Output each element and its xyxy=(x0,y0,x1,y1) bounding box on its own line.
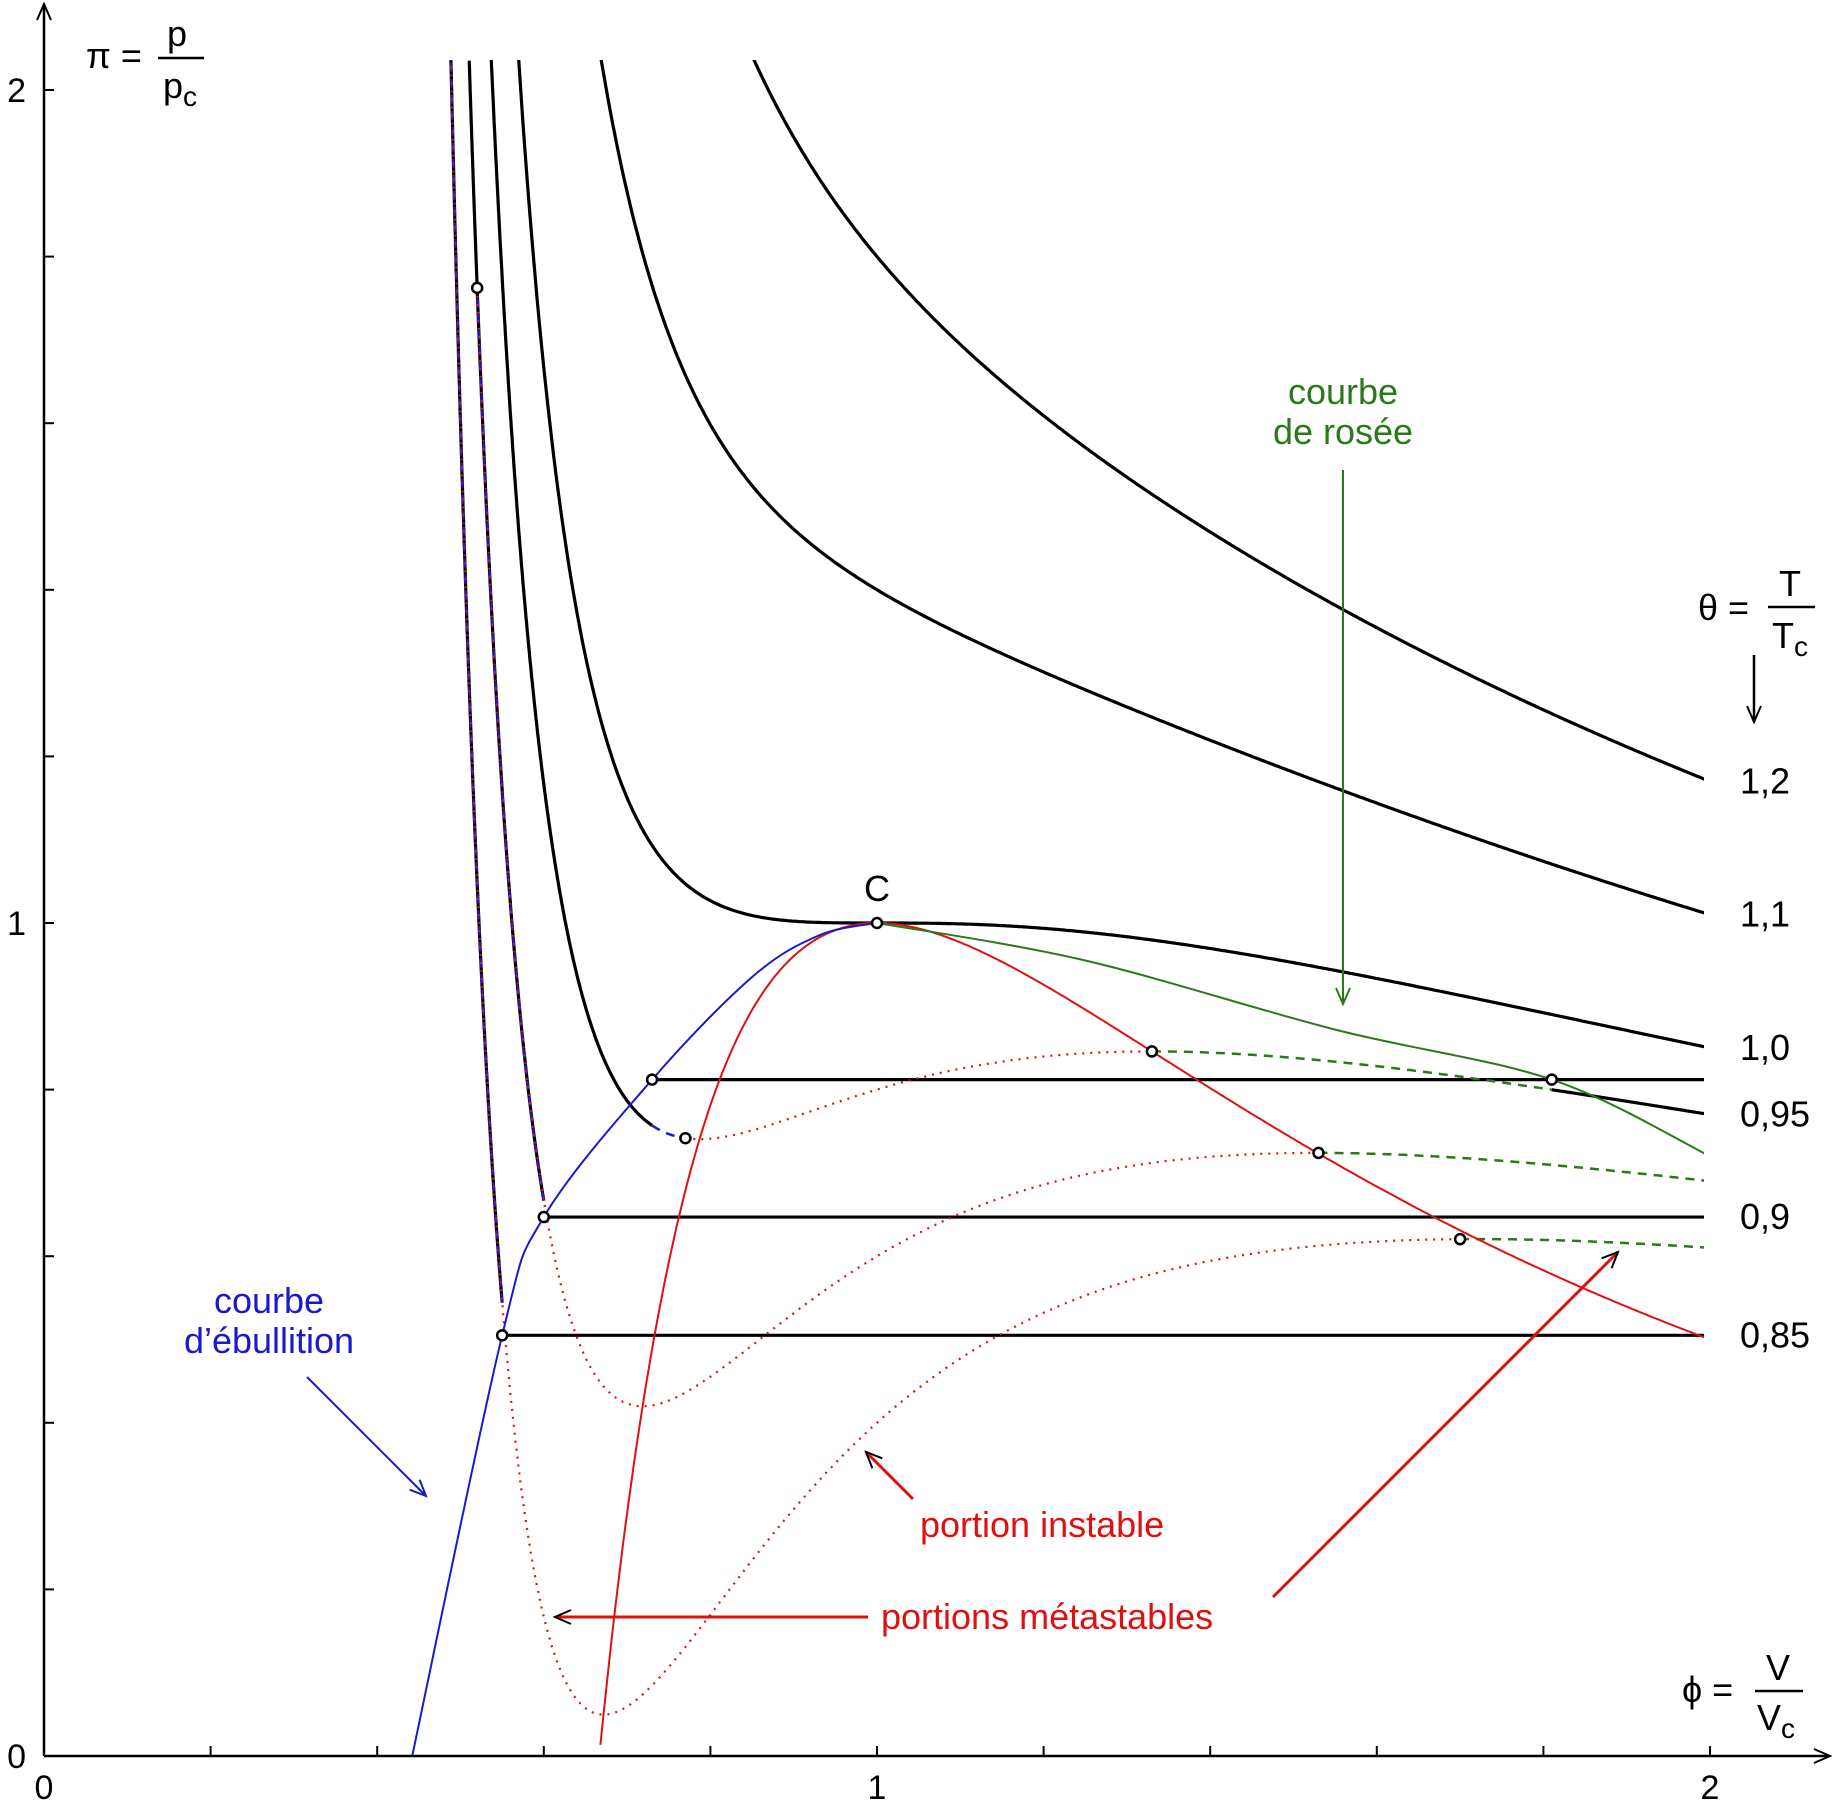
isotherm-0-95-unstable xyxy=(685,1050,1152,1141)
isotherm-0-95-metastable-gas xyxy=(1151,1050,1552,1091)
metastable-label: portions métastables xyxy=(881,1596,1213,1637)
y-axis-denominator: pc xyxy=(163,65,197,112)
y-tick-label: 0 xyxy=(7,1738,26,1776)
isotherm-0-95-point xyxy=(645,1073,659,1086)
isotherm-1 xyxy=(517,60,1704,1049)
isotherm-0-85-point xyxy=(1453,1232,1467,1246)
y-tick-label: 1 xyxy=(7,905,26,943)
theta-numerator: T xyxy=(1779,563,1801,604)
isotherm-1-2-label: 1,2 xyxy=(1740,760,1790,801)
isotherm-0-9-unstable xyxy=(476,287,1319,1408)
y-axis-label: π = p pc xyxy=(86,13,204,112)
isotherm-1-label: 1,0 xyxy=(1740,1027,1790,1068)
isotherm-0-95-gas xyxy=(1551,1088,1704,1116)
critical-point-label: C xyxy=(864,868,890,909)
isotherm-0-85-point xyxy=(495,1329,509,1342)
metastable-arrow-right xyxy=(1271,1252,1618,1599)
boiling-label-line2: d’ébullition xyxy=(184,1320,354,1361)
curve-layer xyxy=(411,60,1704,1757)
boiling-annotation: courbe d’ébullition xyxy=(184,1280,426,1496)
x-axis-label: ϕ = V Vc xyxy=(1682,1647,1803,1744)
x-tick-label: 0 xyxy=(35,1769,54,1807)
dew-label-line1: courbe xyxy=(1288,371,1398,412)
x-axis-numerator: V xyxy=(1766,1647,1790,1688)
dew-curve xyxy=(876,922,1704,1155)
x-tick-label: 2 xyxy=(1701,1769,1720,1807)
x-axis-symbol: ϕ = xyxy=(1682,1669,1733,1710)
isotherm-layer xyxy=(449,60,1704,1337)
isotherm-1-1-label: 1,1 xyxy=(1740,894,1790,935)
dew-annotation: courbe de rosée xyxy=(1273,371,1413,1004)
y-axis-symbol: π = xyxy=(86,35,142,76)
isotherm-0-95-point xyxy=(679,1131,692,1145)
x-axis-denominator: Vc xyxy=(1757,1697,1795,1744)
isotherm-0-95-liquid xyxy=(489,60,653,1127)
isotherm-0-9-point xyxy=(1312,1146,1325,1160)
isotherm-0-85-unstable xyxy=(449,60,1461,1716)
isotherm-0-95-metastable-liquid xyxy=(651,1124,686,1140)
axes xyxy=(44,4,1830,1756)
point-layer xyxy=(470,281,1558,1342)
boiling-arrow xyxy=(306,1376,426,1496)
unstable-label: portion instable xyxy=(920,1504,1164,1545)
metastable-annotation: portions métastables xyxy=(555,1252,1618,1637)
y-tick-label: 2 xyxy=(7,72,26,110)
isotherm-0-9-label: 0,9 xyxy=(1740,1196,1790,1237)
boiling-curve xyxy=(411,922,878,1757)
isotherm-0-9-point xyxy=(537,1210,551,1224)
isotherm-0-85-metastable-gas xyxy=(1460,1237,1704,1249)
y-axis-numerator: p xyxy=(167,13,187,54)
isotherm-0-95-point xyxy=(1545,1073,1558,1086)
dew-label-line2: de rosée xyxy=(1273,411,1413,452)
theta-denominator: Tc xyxy=(1772,615,1808,662)
isotherm-0-9-point xyxy=(470,281,484,295)
x-tick-label: 1 xyxy=(868,1769,887,1807)
isotherm-1-2 xyxy=(752,60,1704,781)
boiling-label-line1: courbe xyxy=(214,1280,324,1321)
isotherm-0-95-point xyxy=(1145,1045,1159,1058)
tick-layer xyxy=(44,89,1711,1756)
isotherm-1-1 xyxy=(599,60,1704,915)
isotherm-0-95-label: 0,95 xyxy=(1740,1094,1810,1135)
isotherm-0-9-metastable-gas xyxy=(1318,1151,1704,1182)
isotherm-0-85-label: 0,85 xyxy=(1740,1314,1810,1355)
theta-symbol: θ = xyxy=(1698,587,1749,628)
label-layer: 0 1 2 0 1 2 1,2 1,1 1,0 0,95 0,9 0,85 C xyxy=(7,72,1810,1807)
unstable-arrow xyxy=(866,1452,915,1501)
theta-label: θ = T Tc xyxy=(1698,563,1815,722)
critical-point xyxy=(870,916,884,930)
unstable-annotation: portion instable xyxy=(866,1452,1164,1545)
